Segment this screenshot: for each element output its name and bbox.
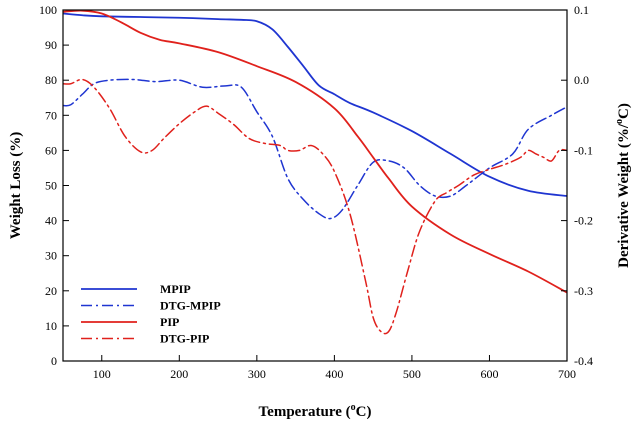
y-right-tick-label: -0.1 bbox=[574, 143, 593, 157]
y-left-tick-label: 10 bbox=[45, 319, 57, 333]
x-tick-label: 600 bbox=[480, 367, 498, 381]
y-left-tick-label: 30 bbox=[45, 249, 57, 263]
x-tick-label: 400 bbox=[325, 367, 343, 381]
y-left-tick-label: 40 bbox=[45, 214, 57, 228]
y-right-tick-label: -0.3 bbox=[574, 284, 593, 298]
legend-label-dtg-mpip: DTG-MPIP bbox=[160, 299, 221, 313]
y-right-tick-label: -0.4 bbox=[574, 354, 593, 368]
y-left-axis-title: Weight Loss (%) bbox=[8, 132, 24, 240]
plot-layer bbox=[63, 10, 567, 335]
y-left-tick-label: 20 bbox=[45, 284, 57, 298]
y-right-tick-label: -0.2 bbox=[574, 214, 593, 228]
legend-label-mpip: MPIP bbox=[160, 282, 191, 296]
series-line-dtg-mpip bbox=[63, 78, 567, 220]
series-line-mpip bbox=[63, 12, 567, 197]
x-axis-title: Temperature (oC) bbox=[259, 402, 372, 420]
y-left-tick-label: 0 bbox=[51, 354, 57, 368]
y-right-tick-label: 0.0 bbox=[574, 73, 589, 87]
series-line-pip bbox=[63, 10, 567, 294]
x-tick-label: 500 bbox=[403, 367, 421, 381]
y-left-tick-label: 100 bbox=[39, 3, 57, 17]
y-left-tick-label: 90 bbox=[45, 38, 57, 52]
y-right-tick-label: 0.1 bbox=[574, 3, 589, 17]
axes-layer: 100 200 300 400 500 600 700 0 10 20 30 40 50 60 70 80 90… bbox=[8, 3, 632, 420]
y-left-tick-label: 60 bbox=[45, 143, 57, 157]
legend-label-pip: PIP bbox=[160, 315, 179, 329]
y-left-tick-label: 70 bbox=[45, 108, 57, 122]
x-tick-label: 700 bbox=[558, 367, 576, 381]
x-tick-label: 300 bbox=[248, 367, 266, 381]
plot-frame bbox=[62, 9, 568, 362]
x-tick-label: 200 bbox=[170, 367, 188, 381]
y-left-tick-label: 80 bbox=[45, 73, 57, 87]
legend-label-dtg-pip: DTG-PIP bbox=[160, 332, 209, 346]
y-right-axis-title: Derivative Weight (%/oC) bbox=[614, 103, 632, 268]
series-line-dtg-pip bbox=[63, 78, 567, 335]
legend: MPIP DTG-MPIP PIP DTG-PIP bbox=[81, 282, 221, 346]
x-tick-label: 100 bbox=[93, 367, 111, 381]
y-left-tick-label: 50 bbox=[45, 179, 57, 193]
